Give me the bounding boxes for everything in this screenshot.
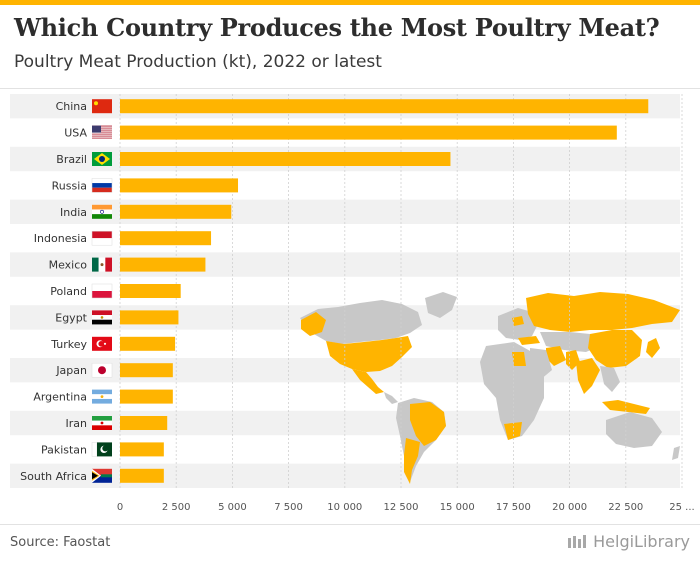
map-russia	[526, 292, 680, 332]
bar	[120, 416, 168, 430]
map-mexico	[352, 369, 384, 394]
category-label: Russia	[52, 179, 87, 192]
bar	[120, 363, 173, 378]
pakistan-flag-icon	[91, 442, 112, 457]
map-new-zealand	[672, 446, 680, 460]
header-divider	[0, 88, 700, 89]
x-tick-label: 0	[117, 502, 123, 513]
usa-flag-icon	[92, 125, 112, 140]
egypt-flag-icon	[92, 310, 112, 325]
footer-divider	[0, 524, 700, 525]
map-southeast-asia	[600, 366, 620, 392]
category-label: Japan	[55, 364, 87, 377]
category-label: Indonesia	[34, 232, 87, 245]
poland-flag-icon	[91, 283, 113, 299]
map-india	[576, 358, 600, 394]
map-egypt	[512, 352, 526, 366]
library-logo-icon	[568, 535, 587, 548]
bar	[120, 152, 451, 166]
map-brazil	[410, 402, 446, 446]
indonesia-flag-icon	[91, 230, 113, 246]
map-china	[588, 330, 642, 368]
x-tick-label: 22 500	[608, 502, 643, 513]
bar	[120, 284, 181, 298]
category-label: Egypt	[55, 311, 87, 324]
china-flag-icon	[92, 99, 112, 114]
category-label: Mexico	[49, 259, 88, 272]
category-label: Turkey	[50, 338, 87, 351]
south-africa-flag-icon	[92, 468, 112, 483]
logo-text: HelgiLibrary	[593, 532, 690, 551]
category-label: Brazil	[56, 153, 87, 166]
bar	[120, 389, 173, 404]
x-axis: 0 2 500 5 000 7 500 10 000 12 500 15 000 17 500…	[117, 502, 695, 513]
x-tick-label: 10 000	[327, 502, 362, 513]
mexico-flag-icon	[92, 257, 112, 272]
world-map	[300, 292, 680, 484]
iran-flag-icon	[92, 416, 112, 430]
map-greenland	[425, 292, 457, 318]
category-label: Iran	[66, 417, 88, 430]
india-flag-icon	[92, 204, 112, 219]
map-japan	[646, 338, 660, 358]
x-tick-label: 5 000	[218, 502, 247, 513]
category-label: USA	[64, 127, 87, 140]
bar	[120, 99, 649, 114]
bar	[120, 178, 239, 193]
russia-flag-icon	[91, 178, 113, 193]
x-tick-label: 12 500	[384, 502, 419, 513]
x-tick-label: 25 ...	[669, 502, 694, 513]
argentina-flag-icon	[92, 389, 112, 404]
helgi-library-logo: HelgiLibrary	[567, 532, 690, 551]
map-poland	[512, 316, 524, 326]
map-usa	[326, 336, 412, 372]
bar-chart: China USA Brazil Russia India Indonesia Mexico…	[10, 94, 695, 513]
bar	[120, 336, 176, 351]
japan-flag-icon	[91, 362, 113, 378]
map-australia	[606, 412, 662, 448]
flag-icons	[91, 99, 113, 483]
x-tick-label: 20 000	[552, 502, 587, 513]
bar	[120, 204, 232, 219]
bar	[120, 468, 164, 483]
category-label: Pakistan	[41, 443, 87, 456]
bar	[120, 442, 164, 457]
category-label: Argentina	[33, 391, 87, 404]
map-argentina	[404, 438, 420, 484]
map-turkey	[518, 336, 540, 345]
bar	[120, 231, 212, 246]
category-labels: China USA Brazil Russia India Indonesia Mexico…	[20, 100, 88, 483]
x-tick-label: 15 000	[440, 502, 475, 513]
top-accent-bar	[0, 0, 700, 5]
map-central-america	[384, 392, 398, 404]
chart-title: Which Country Produces the Most Poultry …	[14, 13, 660, 42]
map-africa	[480, 342, 544, 440]
category-label: China	[56, 100, 87, 113]
bar	[120, 257, 206, 272]
map-canada	[300, 300, 422, 344]
x-tick-label: 7 500	[274, 502, 303, 513]
bar	[120, 310, 179, 325]
chart-subtitle: Poultry Meat Production (kt), 2022 or la…	[14, 52, 382, 72]
bar	[120, 125, 617, 140]
x-tick-label: 17 500	[496, 502, 531, 513]
category-label: India	[60, 206, 87, 219]
x-tick-label: 2 500	[162, 502, 191, 513]
category-label: South Africa	[20, 470, 87, 483]
source-note: Source: Faostat	[10, 535, 111, 550]
brazil-flag-icon	[92, 152, 112, 166]
turkey-flag-icon	[92, 336, 112, 351]
map-iran	[546, 346, 566, 366]
bar-series	[120, 99, 649, 483]
category-label: Poland	[50, 285, 87, 298]
map-alaska	[301, 312, 326, 336]
